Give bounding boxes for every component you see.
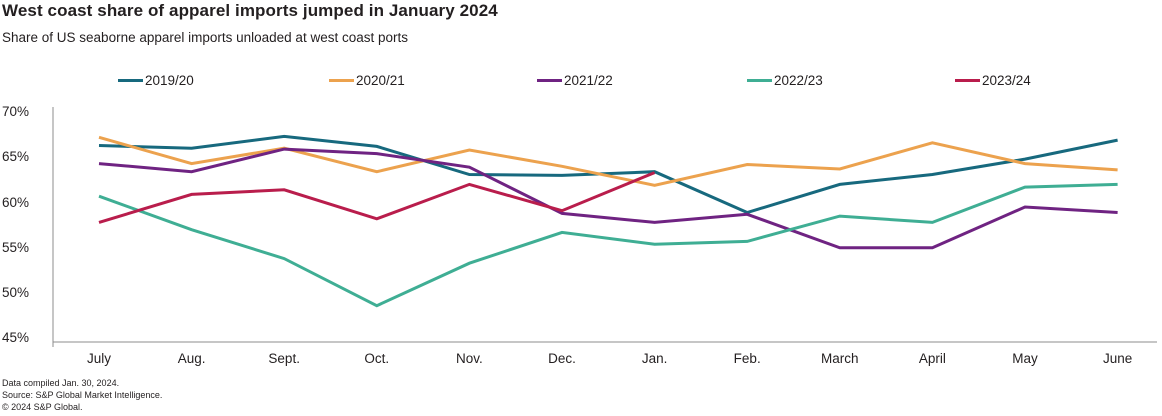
- legend-label: 2023/24: [982, 72, 1031, 88]
- x-tick-label: Nov.: [456, 351, 483, 366]
- legend-label: 2019/20: [145, 72, 194, 88]
- legend-label: 2022/23: [774, 72, 823, 88]
- legend: 2019/20 2020/21 2021/22 2022/23 2023/24: [0, 70, 1162, 90]
- y-tick-label: 45%: [2, 330, 30, 346]
- chart-title: West coast share of apparel imports jump…: [2, 1, 498, 20]
- source-note: Data compiled Jan. 30, 2024. Source: S&P …: [2, 377, 162, 413]
- x-tick-label: Aug.: [177, 351, 206, 366]
- legend-item-2023-24: 2023/24: [955, 70, 1031, 90]
- legend-item-2020-21: 2020/21: [329, 70, 405, 90]
- legend-swatch: [329, 78, 354, 82]
- source-note-line: Data compiled Jan. 30, 2024.: [2, 378, 120, 388]
- legend-swatch: [955, 78, 980, 82]
- x-tick-label: April: [918, 351, 946, 366]
- legend-label: 2021/22: [564, 72, 613, 88]
- x-tick-label: June: [1102, 351, 1133, 366]
- legend-swatch: [747, 78, 772, 82]
- source-note-line: Source: S&P Global Market Intelligence.: [2, 390, 163, 400]
- x-tick-label: March: [821, 351, 859, 366]
- legend-swatch: [118, 78, 143, 82]
- y-tick-label: 60%: [2, 194, 30, 210]
- x-tick-label: May: [1012, 351, 1038, 366]
- legend-swatch: [537, 78, 562, 82]
- x-tick-label: July: [86, 351, 112, 366]
- series-line-2020-21: [98, 135, 1118, 187]
- x-tick-label: Sept.: [268, 351, 300, 366]
- series-line-2023-24: [98, 171, 656, 224]
- x-tick-label: Dec.: [548, 351, 576, 366]
- legend-item-2022-23: 2022/23: [747, 70, 823, 90]
- y-tick-label: 50%: [2, 285, 30, 301]
- legend-label: 2020/21: [356, 72, 405, 88]
- source-note-line: © 2024 S&P Global.: [2, 402, 83, 412]
- y-tick-label: 65%: [2, 149, 30, 165]
- chart-subtitle: Share of US seaborne apparel imports unl…: [2, 30, 408, 45]
- y-tick-label: 55%: [2, 239, 30, 255]
- x-tick-label: Feb.: [733, 351, 761, 366]
- y-tick-label: 70%: [2, 104, 30, 119]
- series-line-2019-20: [98, 134, 1118, 215]
- series-line-2021-22: [98, 147, 1118, 250]
- legend-item-2021-22: 2021/22: [537, 70, 613, 90]
- x-tick-label: Oct.: [364, 351, 390, 366]
- x-tick-label: Jan.: [641, 351, 668, 366]
- series-line-2022-23: [98, 182, 1118, 308]
- legend-item-2019-20: 2019/20: [118, 70, 194, 90]
